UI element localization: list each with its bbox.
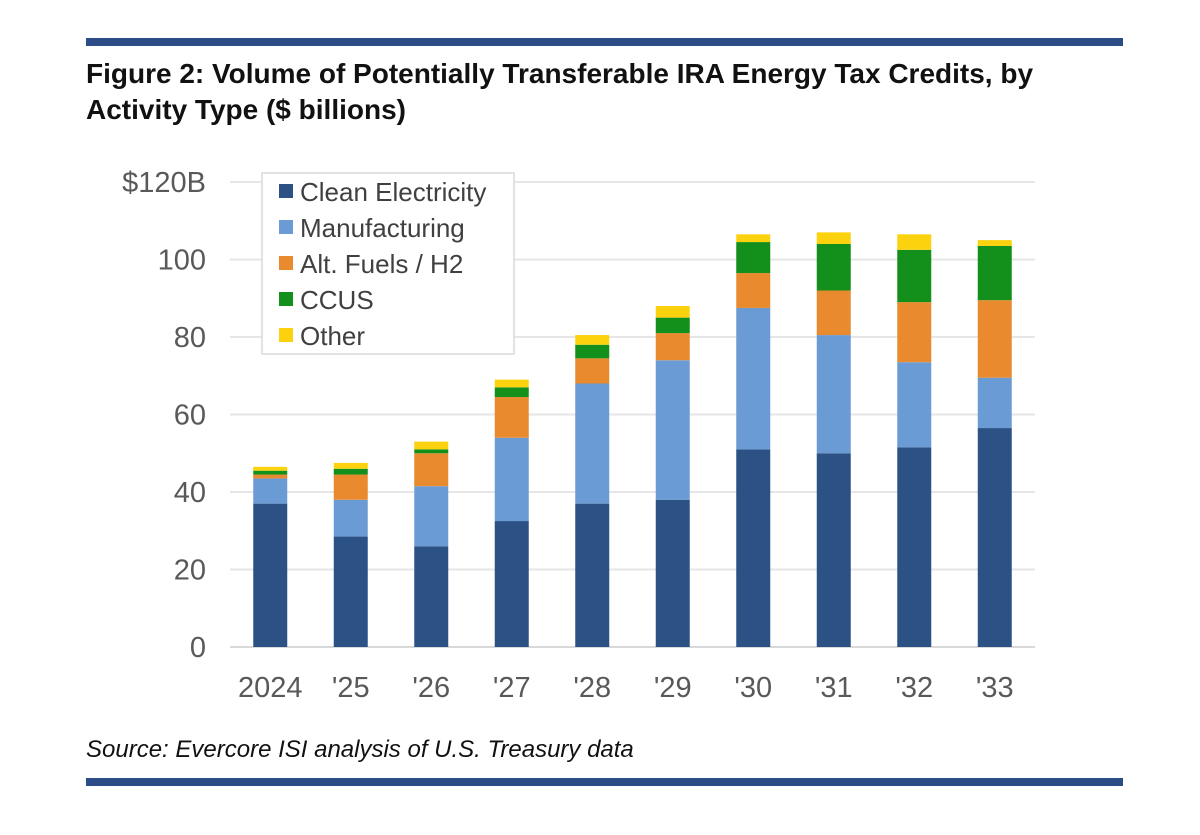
legend-label: Manufacturing — [300, 213, 465, 243]
bar-segment — [816, 453, 851, 647]
legend-swatch — [279, 220, 293, 234]
x-tick-label: '31 — [815, 672, 853, 704]
legend-label: Other — [300, 321, 365, 351]
x-tick-label: '33 — [976, 672, 1014, 704]
bar-segment — [575, 503, 610, 647]
y-tick-label: $120B — [122, 167, 206, 199]
bar-segment — [977, 245, 1012, 301]
legend-swatch — [279, 184, 293, 198]
bar-segment — [333, 536, 368, 647]
bar-segment — [816, 335, 851, 454]
bar-segment — [897, 302, 932, 363]
bar-segment — [977, 240, 1012, 246]
y-tick-label: 80 — [174, 322, 206, 354]
bar-segment — [333, 499, 368, 537]
bar-segment — [575, 383, 610, 504]
x-axis-ticks: 2024 '25 '26 '27 '28 '29 '30 '31 '32 '33 — [238, 672, 1014, 704]
bar-segment — [977, 428, 1012, 647]
y-tick-label: 60 — [174, 400, 206, 432]
bar-segment — [253, 466, 288, 471]
x-tick-label: '26 — [412, 672, 450, 704]
bar-segment — [333, 462, 368, 469]
bar-segment — [575, 358, 610, 384]
top-rule — [86, 38, 1123, 46]
bar-segment — [414, 546, 449, 647]
figure-title: Figure 2: Volume of Potentially Transfer… — [86, 58, 1034, 125]
x-tick-label: '30 — [734, 672, 772, 704]
x-tick-label: '25 — [332, 672, 370, 704]
legend-swatch — [279, 328, 293, 342]
legend-label: Alt. Fuels / H2 — [300, 249, 463, 279]
bar-segment — [897, 362, 932, 448]
bar-segment — [414, 453, 449, 487]
bar-segment — [333, 474, 368, 500]
legend-swatch — [279, 256, 293, 270]
bar-segment — [414, 486, 449, 547]
bar-segment — [655, 317, 690, 334]
y-axis-ticks: 0 20 40 60 80 100 $120B — [122, 167, 206, 664]
bar-segment — [977, 300, 1012, 378]
legend-label: Clean Electricity — [300, 177, 486, 207]
bar-segment — [736, 449, 771, 647]
bar-segment — [494, 379, 529, 388]
bar-segment — [816, 290, 851, 336]
bar-segment — [494, 437, 529, 522]
bar-segment — [816, 232, 851, 244]
legend-box — [261, 172, 515, 355]
y-tick-label: 100 — [158, 245, 206, 277]
bar-segment — [736, 242, 771, 274]
bottom-rule — [86, 778, 1123, 786]
x-tick-label: '32 — [895, 672, 933, 704]
bar-segment — [977, 377, 1012, 429]
legend-label: CCUS — [300, 285, 374, 315]
bar-segment — [253, 503, 288, 647]
bar-segment — [655, 499, 690, 647]
bar-segment — [575, 335, 610, 345]
bar-segment — [253, 470, 288, 475]
bar-segment — [736, 307, 771, 450]
bar-segment — [736, 234, 771, 243]
x-tick-label: '28 — [573, 672, 611, 704]
bar-segment — [575, 344, 610, 359]
bar-segment — [414, 449, 449, 454]
source-note: Source: Evercore ISI analysis of U.S. Tr… — [86, 736, 634, 763]
x-tick-label: 2024 — [238, 672, 303, 704]
x-tick-label: '27 — [493, 672, 531, 704]
bar-segment — [253, 474, 288, 479]
bars — [253, 232, 1012, 647]
bar-segment — [655, 360, 690, 500]
bar-segment — [494, 521, 529, 647]
bar-segment — [414, 441, 449, 450]
bar-segment — [736, 273, 771, 308]
bar-segment — [333, 468, 368, 475]
bar-segment — [897, 249, 932, 303]
x-tick-label: '29 — [654, 672, 692, 704]
bar-segment — [655, 306, 690, 318]
bar-segment — [897, 234, 932, 250]
bar-segment — [816, 244, 851, 291]
legend-swatch — [279, 292, 293, 306]
y-tick-label: 0 — [190, 632, 206, 664]
bar-segment — [655, 333, 690, 361]
bar-segment — [253, 478, 288, 504]
legend: Clean Electricity Manufacturing Alt. Fuels… — [261, 172, 515, 355]
bar-segment — [494, 397, 529, 438]
y-tick-label: 20 — [174, 555, 206, 587]
y-tick-label: 40 — [174, 477, 206, 509]
bar-segment — [494, 387, 529, 398]
bar-segment — [897, 447, 932, 647]
